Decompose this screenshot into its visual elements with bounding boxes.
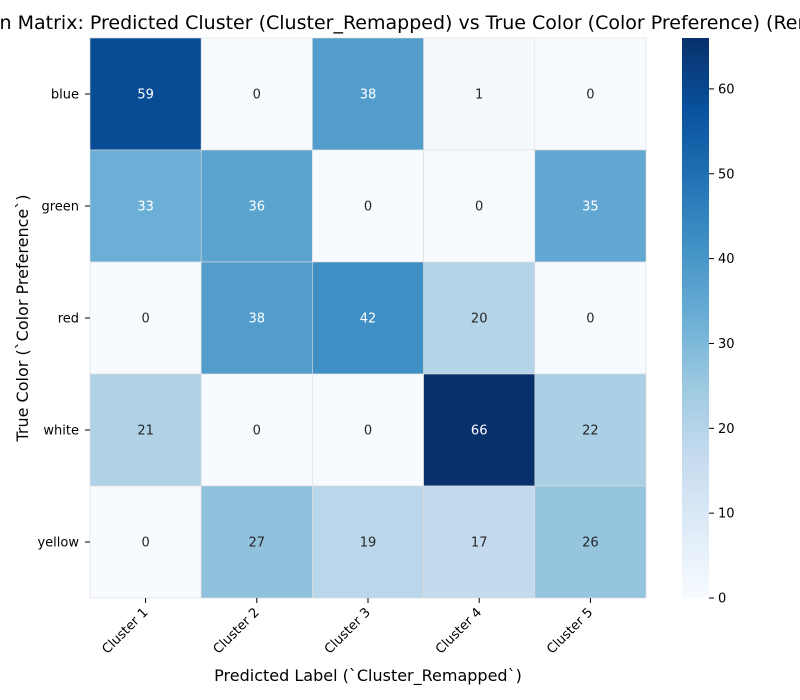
cell-value-label: 66 bbox=[471, 424, 488, 439]
x-tick-label: Cluster 4 bbox=[433, 605, 485, 657]
cell-value-label: 17 bbox=[471, 536, 488, 551]
heatmap-cell bbox=[423, 373, 536, 487]
heatmap-cell bbox=[89, 37, 202, 151]
x-tick-label: Cluster 2 bbox=[211, 605, 263, 657]
heatmap-cell bbox=[200, 37, 313, 151]
heatmap-cell bbox=[534, 149, 647, 263]
cell-value-label: 0 bbox=[364, 424, 372, 439]
cell-value-label: 36 bbox=[249, 200, 266, 215]
x-tick-label: Cluster 3 bbox=[322, 605, 374, 657]
cell-value-label: 26 bbox=[582, 536, 599, 551]
y-tick-label: green bbox=[41, 200, 79, 215]
colorbar-tick-label: 20 bbox=[718, 422, 735, 437]
heatmap-cell bbox=[312, 37, 424, 151]
heatmap-cell bbox=[534, 261, 647, 375]
heatmap-cells bbox=[89, 37, 647, 599]
cell-value-label: 0 bbox=[586, 88, 594, 103]
heatmap-cell bbox=[312, 373, 424, 487]
heatmap-cell bbox=[312, 485, 424, 599]
y-axis-ticks: blue green red white yellow bbox=[37, 88, 90, 551]
heatmap-cell bbox=[534, 485, 647, 599]
colorbar bbox=[682, 38, 709, 598]
cell-value-label: 42 bbox=[360, 312, 377, 327]
x-axis-ticks: Cluster 1 Cluster 2 Cluster 3 Cluster 4 Clus… bbox=[99, 598, 596, 657]
heatmap-cell bbox=[200, 149, 313, 263]
heatmap-cell bbox=[89, 485, 202, 599]
cell-value-label: 19 bbox=[360, 536, 377, 551]
heatmap-cell bbox=[200, 261, 313, 375]
colorbar-tick-label: 60 bbox=[718, 82, 735, 97]
heatmap-cell bbox=[312, 149, 424, 263]
colorbar-ticks: 0 10 20 30 40 50 60 bbox=[709, 82, 735, 607]
heatmap-cell bbox=[200, 373, 313, 487]
heatmap-cell bbox=[534, 37, 647, 151]
heatmap-cell bbox=[534, 373, 647, 487]
heatmap-cell bbox=[423, 261, 536, 375]
cell-value-label: 0 bbox=[253, 424, 261, 439]
cell-value-label: 59 bbox=[137, 88, 154, 103]
y-tick-label: white bbox=[43, 424, 79, 439]
colorbar-tick-label: 10 bbox=[718, 507, 735, 522]
cell-value-label: 0 bbox=[141, 312, 149, 327]
colorbar-tick-label: 40 bbox=[718, 252, 735, 267]
heatmap-cell bbox=[423, 37, 536, 151]
heatmap-cell-labels: 59 0 38 1 0 33 36 0 0 35 0 38 42 20 0 21 0 0 66 22 0 27 19 17 26 bbox=[137, 88, 598, 551]
cell-value-label: 0 bbox=[364, 200, 372, 215]
colorbar-tick-label: 0 bbox=[718, 592, 726, 607]
chart-title: Confusion Matrix: Predicted Cluster (Clu… bbox=[0, 12, 800, 34]
cell-value-label: 33 bbox=[137, 200, 154, 215]
y-axis-label: True Color (`Color Preference`) bbox=[13, 194, 32, 442]
cell-value-label: 20 bbox=[471, 312, 488, 327]
x-axis-label: Predicted Label (`Cluster_Remapped`) bbox=[214, 666, 522, 686]
cell-value-label: 21 bbox=[137, 424, 154, 439]
heatmap-cell bbox=[89, 149, 202, 263]
heatmap-cell bbox=[200, 485, 313, 599]
cell-value-label: 35 bbox=[582, 200, 599, 215]
cell-value-label: 27 bbox=[249, 536, 266, 551]
cell-value-label: 22 bbox=[582, 424, 599, 439]
cell-value-label: 38 bbox=[360, 88, 377, 103]
colorbar-tick-label: 30 bbox=[718, 337, 735, 352]
y-tick-label: red bbox=[58, 312, 79, 327]
cell-value-label: 0 bbox=[586, 312, 594, 327]
cell-value-label: 0 bbox=[475, 200, 483, 215]
x-tick-label: Cluster 1 bbox=[99, 605, 151, 657]
cell-value-label: 38 bbox=[249, 312, 266, 327]
heatmap-cell bbox=[312, 261, 424, 375]
cell-value-label: 0 bbox=[141, 536, 149, 551]
colorbar-tick-label: 50 bbox=[718, 167, 735, 182]
cell-value-label: 1 bbox=[475, 88, 483, 103]
cell-value-label: 0 bbox=[253, 88, 261, 103]
x-tick-label: Cluster 5 bbox=[544, 605, 596, 657]
y-tick-label: blue bbox=[51, 88, 79, 103]
y-tick-label: yellow bbox=[37, 536, 79, 551]
